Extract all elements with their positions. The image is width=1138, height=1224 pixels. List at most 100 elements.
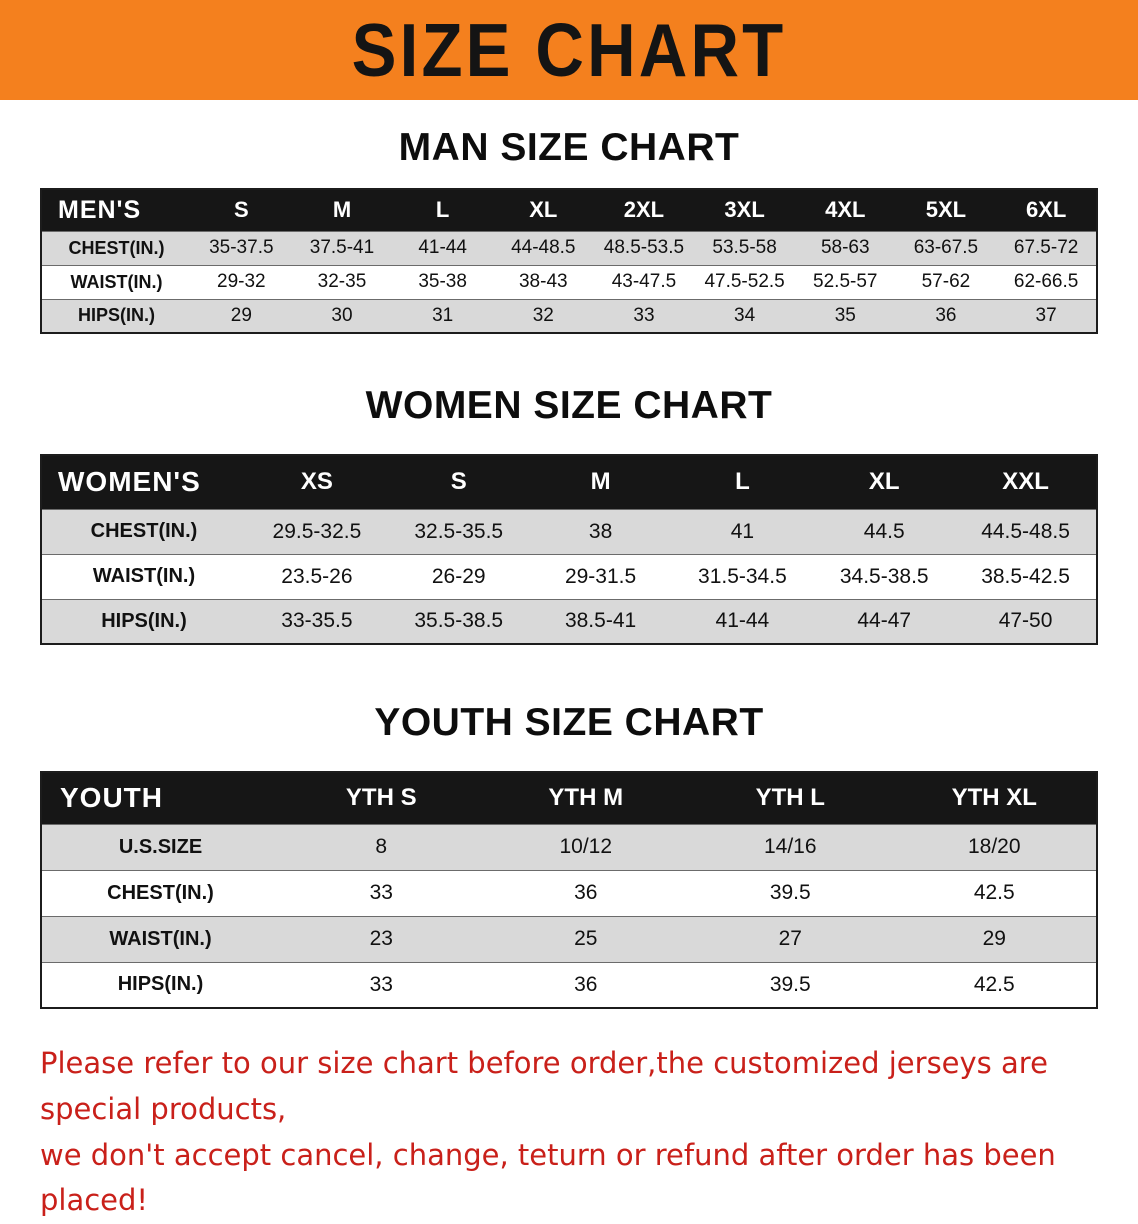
column-header: L bbox=[392, 189, 493, 231]
column-header: XL bbox=[813, 455, 956, 509]
size-value: 36 bbox=[483, 961, 688, 1008]
size-value: 62-66.5 bbox=[996, 264, 1097, 299]
size-value: 32.5-35.5 bbox=[387, 508, 530, 554]
row-label: WAIST(IN.) bbox=[41, 264, 191, 299]
table-row: CHEST(IN.) 29.5-32.5 32.5-35.5 38 41 44.… bbox=[41, 508, 1097, 554]
size-value: 27 bbox=[688, 915, 893, 962]
youth-chart-heading: YOUTH SIZE CHART bbox=[374, 701, 764, 744]
size-value: 35-37.5 bbox=[191, 230, 292, 265]
column-header: YTH XL bbox=[892, 772, 1097, 824]
size-value: 41-44 bbox=[671, 598, 814, 644]
youth-size-section: YOUTH SIZE CHART YOUTH YTH S YTH M YTH L… bbox=[0, 701, 1138, 1009]
size-value: 44.5-48.5 bbox=[955, 508, 1097, 554]
men-size-table: MEN'S S M L XL 2XL 3XL 4XL 5XL 6XL CHEST… bbox=[40, 188, 1098, 334]
table-row: HIPS(IN.) 33 36 39.5 42.5 bbox=[41, 961, 1097, 1008]
size-value: 44.5 bbox=[813, 508, 956, 554]
size-value: 33 bbox=[279, 869, 484, 916]
table-row: CHEST(IN.) 35-37.5 37.5-41 41-44 44-48.5… bbox=[41, 230, 1097, 265]
size-value: 39.5 bbox=[688, 961, 893, 1008]
size-value: 29 bbox=[191, 298, 292, 333]
size-value: 58-63 bbox=[794, 230, 896, 265]
column-header: 6XL bbox=[996, 189, 1097, 231]
row-label: HIPS(IN.) bbox=[41, 961, 279, 1008]
size-value: 42.5 bbox=[892, 961, 1097, 1008]
size-value: 29-31.5 bbox=[529, 553, 672, 599]
size-value: 23.5-26 bbox=[246, 553, 388, 599]
size-value: 31 bbox=[392, 298, 493, 333]
men-chart-heading: MAN SIZE CHART bbox=[398, 126, 740, 169]
size-value: 36 bbox=[483, 869, 688, 916]
table-row: WAIST(IN.) 23.5-26 26-29 29-31.5 31.5-34… bbox=[41, 553, 1097, 599]
size-chart-banner: SIZE CHART bbox=[0, 0, 1138, 100]
size-value: 37 bbox=[996, 298, 1097, 333]
size-value: 44-47 bbox=[813, 598, 956, 644]
table-title-cell: WOMEN'S bbox=[41, 455, 246, 509]
youth-size-table: YOUTH YTH S YTH M YTH L YTH XL U.S.SIZE … bbox=[40, 771, 1098, 1009]
size-value: 33 bbox=[593, 298, 695, 333]
size-value: 53.5-58 bbox=[694, 230, 795, 265]
size-value: 35 bbox=[794, 298, 896, 333]
size-value: 41-44 bbox=[392, 230, 493, 265]
disclaimer-note: Please refer to our size chart before or… bbox=[40, 1041, 1098, 1224]
size-value: 33 bbox=[279, 961, 484, 1008]
size-value: 32 bbox=[492, 298, 594, 333]
size-value: 8 bbox=[279, 823, 484, 870]
size-value: 63-67.5 bbox=[895, 230, 997, 265]
table-title-cell: MEN'S bbox=[41, 189, 191, 231]
column-header: XS bbox=[246, 455, 388, 509]
size-value: 30 bbox=[291, 298, 393, 333]
disclaimer-line-1: Please refer to our size chart before or… bbox=[40, 1046, 1048, 1126]
table-title-cell: YOUTH bbox=[41, 772, 279, 824]
size-value: 37.5-41 bbox=[291, 230, 393, 265]
size-value: 36 bbox=[895, 298, 997, 333]
column-header: M bbox=[529, 455, 672, 509]
row-label: WAIST(IN.) bbox=[41, 915, 279, 962]
size-value: 10/12 bbox=[483, 823, 688, 870]
column-header: 3XL bbox=[694, 189, 795, 231]
size-value: 29 bbox=[892, 915, 1097, 962]
women-chart-heading: WOMEN SIZE CHART bbox=[365, 384, 773, 427]
row-label: CHEST(IN.) bbox=[41, 508, 246, 554]
row-label: U.S.SIZE bbox=[41, 823, 279, 870]
size-value: 29-32 bbox=[191, 264, 292, 299]
size-value: 43-47.5 bbox=[593, 264, 695, 299]
size-value: 48.5-53.5 bbox=[593, 230, 695, 265]
size-value: 35-38 bbox=[392, 264, 493, 299]
size-value: 35.5-38.5 bbox=[387, 598, 530, 644]
size-value: 39.5 bbox=[688, 869, 893, 916]
women-size-table: WOMEN'S XS S M L XL XXL CHEST(IN.) 29.5-… bbox=[40, 454, 1098, 645]
column-header: S bbox=[387, 455, 530, 509]
size-value: 26-29 bbox=[387, 553, 530, 599]
row-label: CHEST(IN.) bbox=[41, 869, 279, 916]
column-header: M bbox=[291, 189, 393, 231]
size-value: 38-43 bbox=[492, 264, 594, 299]
size-value: 33-35.5 bbox=[246, 598, 388, 644]
size-value: 47.5-52.5 bbox=[694, 264, 795, 299]
size-value: 34.5-38.5 bbox=[813, 553, 956, 599]
table-header-row: YOUTH YTH S YTH M YTH L YTH XL bbox=[41, 772, 1097, 824]
table-row: WAIST(IN.) 29-32 32-35 35-38 38-43 43-47… bbox=[41, 264, 1097, 299]
women-size-section: WOMEN SIZE CHART WOMEN'S XS S M L XL XXL… bbox=[0, 384, 1138, 645]
column-header: S bbox=[191, 189, 292, 231]
table-row: U.S.SIZE 8 10/12 14/16 18/20 bbox=[41, 823, 1097, 870]
size-value: 31.5-34.5 bbox=[671, 553, 814, 599]
page-title: SIZE CHART bbox=[351, 7, 787, 93]
column-header: 2XL bbox=[593, 189, 695, 231]
size-value: 34 bbox=[694, 298, 795, 333]
row-label: HIPS(IN.) bbox=[41, 298, 191, 333]
table-row: WAIST(IN.) 23 25 27 29 bbox=[41, 915, 1097, 962]
column-header: XL bbox=[492, 189, 594, 231]
size-value: 23 bbox=[279, 915, 484, 962]
size-value: 38.5-41 bbox=[529, 598, 672, 644]
disclaimer-line-2: we don't accept cancel, change, teturn o… bbox=[40, 1137, 1056, 1218]
column-header: 5XL bbox=[895, 189, 997, 231]
size-value: 38.5-42.5 bbox=[955, 553, 1097, 599]
size-value: 47-50 bbox=[955, 598, 1097, 644]
size-value: 42.5 bbox=[892, 869, 1097, 916]
size-value: 18/20 bbox=[892, 823, 1097, 870]
size-value: 32-35 bbox=[291, 264, 393, 299]
column-header: YTH M bbox=[483, 772, 688, 824]
row-label: WAIST(IN.) bbox=[41, 553, 246, 599]
column-header: YTH S bbox=[279, 772, 484, 824]
size-value: 44-48.5 bbox=[492, 230, 594, 265]
